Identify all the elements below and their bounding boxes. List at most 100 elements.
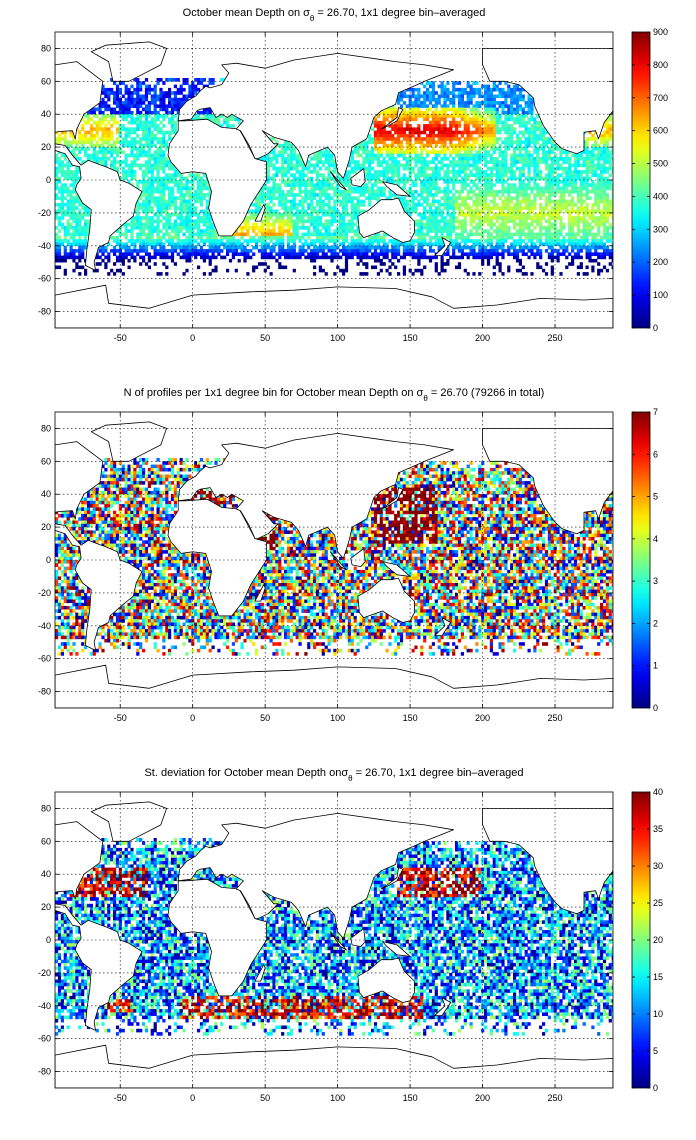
- heatmap-cell: [539, 193, 543, 197]
- heatmap-cell: [405, 203, 409, 207]
- heatmap-cell: [101, 97, 105, 102]
- heatmap-cell: [457, 114, 462, 118]
- heatmap-cell: [486, 87, 491, 92]
- heatmap-cell: [449, 124, 453, 128]
- heatmap-cell: [457, 160, 462, 164]
- heatmap-cell: [350, 222, 354, 227]
- heatmap-cell: [434, 226, 438, 230]
- heatmap-cell: [440, 94, 444, 99]
- heatmap-cell: [333, 203, 337, 207]
- heatmap-cell: [518, 189, 522, 194]
- heatmap-cell: [176, 91, 180, 95]
- heatmap-cell: [275, 153, 279, 158]
- heatmap-cell: [330, 186, 334, 191]
- heatmap-cell: [153, 150, 157, 154]
- heatmap-cell: [492, 84, 496, 89]
- heatmap-cell: [66, 199, 70, 204]
- heatmap-cell: [81, 140, 85, 145]
- heatmap-cell: [315, 203, 320, 207]
- heatmap-cell: [420, 130, 424, 135]
- heatmap-cell: [501, 107, 505, 112]
- heatmap-cell: [484, 101, 488, 105]
- heatmap-cell: [333, 239, 337, 243]
- heatmap-cell: [89, 143, 93, 148]
- heatmap-cell: [608, 180, 612, 184]
- heatmap-cell: [202, 219, 206, 224]
- heatmap-cell: [507, 232, 511, 237]
- heatmap-cell: [426, 114, 430, 118]
- heatmap-cell: [295, 209, 299, 214]
- heatmap-cell: [113, 157, 117, 161]
- heatmap-cell: [602, 209, 607, 214]
- heatmap-cell: [350, 157, 354, 161]
- heatmap-cell: [255, 239, 259, 243]
- heatmap-cell: [353, 206, 357, 210]
- heatmap-cell: [527, 186, 531, 191]
- heatmap-cell: [95, 120, 99, 125]
- heatmap-cell: [113, 239, 117, 243]
- heatmap-cell: [199, 110, 204, 115]
- heatmap-cell: [475, 127, 479, 131]
- heatmap-cell: [257, 209, 262, 214]
- heatmap-cell: [478, 173, 482, 177]
- heatmap-cell: [611, 150, 613, 154]
- heatmap-cell: [556, 189, 560, 194]
- heatmap-cell: [544, 163, 549, 168]
- heatmap-cell: [98, 157, 102, 161]
- heatmap-cell: [179, 101, 183, 105]
- heatmap-cell: [466, 140, 470, 145]
- heatmap-cell: [86, 153, 91, 158]
- heatmap-cell: [150, 183, 154, 187]
- heatmap-cell: [255, 242, 259, 247]
- heatmap-cell: [139, 239, 143, 243]
- heatmap-cell: [69, 206, 73, 210]
- heatmap-cell: [147, 206, 151, 210]
- heatmap-cell: [292, 232, 296, 237]
- heatmap-cell: [489, 173, 493, 177]
- heatmap-cell: [533, 203, 537, 207]
- heatmap-cell: [484, 153, 488, 158]
- heatmap-cell: [605, 137, 609, 141]
- heatmap-cell: [310, 176, 314, 181]
- heatmap-cell: [107, 242, 111, 247]
- heatmap-cell: [142, 222, 146, 227]
- heatmap-cell: [556, 157, 560, 161]
- heatmap-cell: [156, 199, 160, 204]
- heatmap-cell: [579, 163, 583, 168]
- heatmap-cell: [507, 110, 511, 115]
- heatmap-cell: [301, 212, 305, 217]
- heatmap-cell: [437, 137, 441, 141]
- heatmap-cell: [281, 199, 285, 204]
- heatmap-cell: [553, 229, 557, 233]
- heatmap-cell: [304, 183, 308, 187]
- heatmap-cell: [173, 235, 177, 240]
- heatmap-cell: [423, 114, 427, 118]
- heatmap-cell: [507, 193, 511, 197]
- heatmap-cell: [211, 242, 215, 247]
- heatmap-cell: [585, 219, 589, 224]
- heatmap-cell: [539, 232, 543, 237]
- heatmap-cell: [162, 157, 166, 161]
- heatmap-cell: [542, 226, 546, 230]
- heatmap-cell: [423, 226, 427, 230]
- heatmap-cell: [275, 160, 279, 164]
- heatmap-cell: [417, 193, 421, 197]
- heatmap-cell: [434, 180, 438, 184]
- heatmap-cell: [420, 140, 424, 145]
- heatmap-cell: [220, 235, 224, 240]
- heatmap-cell: [211, 114, 215, 118]
- heatmap-cell: [605, 160, 609, 164]
- heatmap-cell: [371, 193, 375, 197]
- heatmap-cell: [544, 143, 549, 148]
- heatmap-cell: [208, 222, 212, 227]
- heatmap-cell: [449, 97, 453, 102]
- heatmap-cell: [452, 147, 456, 151]
- heatmap-cell: [168, 196, 172, 200]
- heatmap-cell: [449, 143, 453, 148]
- heatmap-cell: [507, 176, 511, 181]
- heatmap-cell: [234, 242, 238, 247]
- heatmap-cell: [562, 222, 566, 227]
- heatmap-cell: [484, 212, 488, 217]
- heatmap-cell: [321, 232, 325, 237]
- heatmap-cell: [205, 216, 209, 220]
